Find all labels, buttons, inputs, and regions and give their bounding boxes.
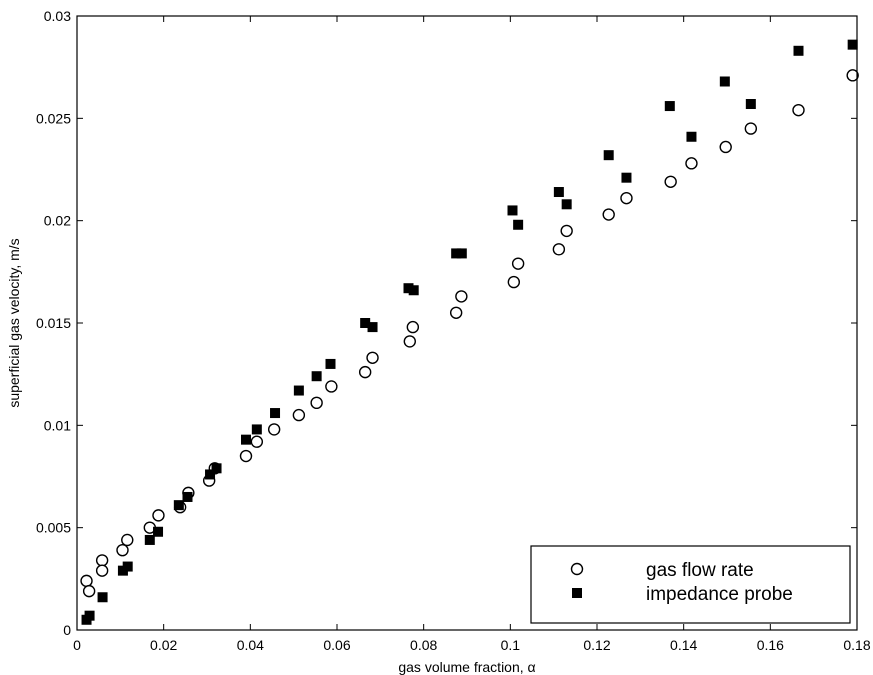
gas-flow-rate-point [358,365,372,379]
impedance-probe-point [621,172,632,183]
gas-flow-rate-point [719,140,732,154]
impedance-probe-point [173,500,184,511]
y-tick-label: 0.02 [44,213,71,229]
gas-flow-rate-point [792,103,805,117]
impedance-probe-point [664,101,675,112]
impedance-probe-point [122,561,133,572]
impedance-probe-point [847,39,858,50]
impedance-probe-point [360,318,371,328]
gas-flow-rate-point [664,175,677,188]
gas-flow-rate-point [267,423,281,436]
gas-flow-rate-point [310,396,323,410]
x-tick-label: 0.18 [843,637,870,653]
x-tick-label: 0.14 [670,637,697,653]
impedance-probe-point [719,76,730,87]
legend-label-gas-flow-rate: gas flow rate [646,560,754,581]
impedance-probe-point [270,408,281,419]
gas-flow-rate-point [239,449,253,463]
data-points [80,39,859,625]
x-tick-label: 0 [73,637,81,653]
impedance-probe-point [84,610,95,621]
legend-marker-impedance-probe [572,588,582,598]
legend-box [530,545,851,624]
impedance-probe-point [367,322,378,333]
impedance-probe-point [745,99,756,110]
series-impedance-probe [81,39,858,625]
x-axis-title: gas volume fraction, α [398,659,535,675]
gas-flow-rate-point [152,509,165,522]
impedance-probe-point [451,248,462,259]
impedance-probe-point [211,463,222,474]
impedance-probe-point [241,434,251,445]
gas-flow-rate-point [602,208,615,221]
gas-flow-rate-point [449,306,463,319]
axis-ticks: 0 0.02 0.04 0.06 0.08 0.1 0.12 0.14 0.16 0.18 0 0.0… [36,8,871,653]
y-tick-label: 0 [63,622,71,638]
gas-flow-rate-point [560,224,573,238]
gas-flow-rate-point [366,351,379,364]
y-tick-label: 0.03 [44,8,71,24]
impedance-probe-point [97,592,108,603]
impedance-probe-point [205,469,216,480]
impedance-probe-point [251,424,262,435]
gas-flow-rate-point [846,69,859,82]
impedance-probe-point [293,385,304,396]
impedance-probe-point [561,199,572,210]
impedance-probe-point [144,534,155,545]
impedance-probe-point [408,285,419,296]
gas-flow-rate-point [121,533,134,547]
x-tick-label: 0.04 [237,637,264,653]
x-tick-label: 0.06 [323,637,350,653]
gas-flow-rate-point [95,554,109,567]
impedance-probe-point [603,150,614,161]
gas-flow-rate-point [620,191,633,205]
impedance-probe-point [153,526,164,537]
impedance-probe-point [311,371,322,382]
impedance-probe-point [403,283,414,294]
y-axis-title: superficial gas velocity, m/s [6,238,22,407]
y-tick-label: 0.01 [44,417,71,433]
y-tick-label: 0.015 [36,315,71,331]
impedance-probe-point [793,45,804,56]
series-gas-flow-rate [80,69,859,598]
y-tick-label: 0.025 [36,110,71,126]
x-tick-label: 0.02 [150,637,177,653]
y-tick-label: 0.005 [36,520,71,536]
gas-flow-rate-point [406,320,420,334]
x-tick-label: 0.16 [757,637,784,653]
gas-flow-rate-point [552,243,566,256]
gas-flow-rate-point [82,584,96,598]
gas-flow-rate-point [95,564,109,577]
impedance-probe-point [686,131,697,142]
gas-flow-rate-point [511,257,525,270]
gas-flow-rate-point [455,290,468,303]
legend-label-impedance-probe: impedance probe [646,584,793,605]
impedance-probe-point [507,205,518,216]
impedance-probe-point [513,219,524,230]
x-tick-label: 0.12 [583,637,610,653]
gas-flow-rate-point [744,122,758,135]
legend: gas flow rate impedance probe [530,545,851,624]
gas-flow-rate-point [250,435,264,448]
impedance-probe-point [553,187,564,198]
gas-flow-rate-point [685,157,698,170]
plot-frame [76,15,858,631]
gas-flow-rate-point [292,408,306,422]
gas-flow-rate-point [507,275,520,289]
gas-flow-rate-point [116,543,129,557]
gas-flow-rate-point [325,380,338,393]
x-tick-label: 0.1 [501,637,521,653]
impedance-probe-point [325,358,336,369]
gas-flow-rate-point [403,335,416,348]
impedance-probe-point [182,491,193,502]
x-tick-label: 0.08 [410,637,437,653]
legend-marker-gas-flow-rate [570,562,584,576]
gas-flow-rate-point [80,574,93,588]
impedance-probe-point [456,248,467,259]
